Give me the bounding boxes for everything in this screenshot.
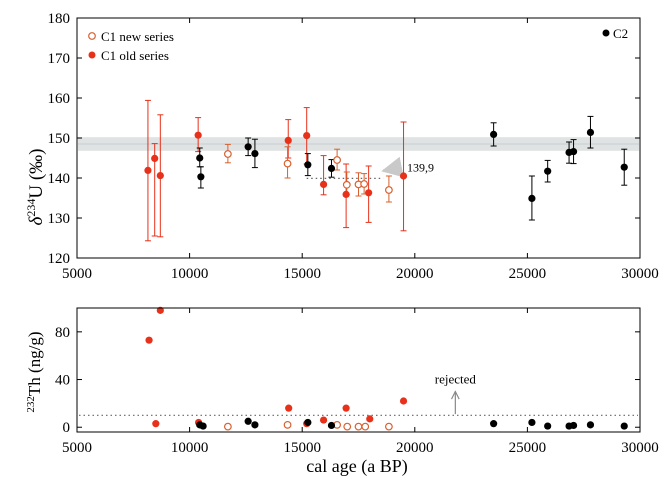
bottom-y-axis-label: 232Th (ng/g) xyxy=(25,331,44,412)
data-point xyxy=(354,422,363,431)
y-tick-label: 140 xyxy=(48,171,71,187)
data-point xyxy=(586,421,595,429)
bottom-tick-layer: 5000 10000 15000 20000 25000 30000 0 40 80 xyxy=(55,308,659,456)
data-point xyxy=(145,336,153,344)
data-point xyxy=(366,415,374,423)
legend-label-new-series: C1 new series xyxy=(101,29,174,44)
x-tick-label: 5000 xyxy=(62,266,92,282)
x-tick-label: 30000 xyxy=(621,266,659,282)
data-point xyxy=(151,154,159,162)
x-tick-label: 10000 xyxy=(171,440,209,456)
x-tick-label: 10000 xyxy=(171,266,209,282)
reference-value-label: 139,9 xyxy=(407,161,434,175)
data-point xyxy=(544,422,552,430)
reference-arrow xyxy=(381,156,404,178)
legend-marker-c2 xyxy=(602,29,610,37)
legend-marker-old-series xyxy=(88,51,96,59)
x-tick-label: 20000 xyxy=(396,440,434,456)
data-point xyxy=(365,189,373,197)
x-tick-label: 20000 xyxy=(396,266,434,282)
data-point xyxy=(244,143,252,151)
data-point xyxy=(319,180,328,188)
y-tick-label: 40 xyxy=(55,373,70,389)
reference-line-layer xyxy=(306,156,404,179)
data-point xyxy=(223,422,232,431)
data-point xyxy=(327,164,336,172)
bottom-plot-frame xyxy=(76,307,641,433)
top-panel: 5000 10000 15000 20000 25000 30000 120 130 140 15… xyxy=(24,11,659,282)
data-point xyxy=(528,194,536,202)
legend: C1 new series C1 old series C2 xyxy=(88,26,628,63)
data-point xyxy=(144,166,152,174)
data-point xyxy=(194,131,202,139)
data-point xyxy=(197,173,205,181)
data-point xyxy=(303,132,311,140)
y-tick-label: 130 xyxy=(48,211,71,227)
data-point xyxy=(251,421,259,429)
data-point xyxy=(490,420,498,428)
rejected-label: rejected xyxy=(435,371,477,386)
data-point xyxy=(586,128,595,136)
y-tick-label: 170 xyxy=(48,51,71,67)
data-point xyxy=(342,190,350,198)
data-point xyxy=(385,422,393,431)
data-point xyxy=(360,180,369,188)
x-tick-label: 5000 xyxy=(62,440,92,456)
data-point xyxy=(342,404,350,412)
x-tick-label: 15000 xyxy=(283,266,321,282)
data-point xyxy=(343,422,352,431)
data-point xyxy=(251,150,259,158)
y-tick-label: 0 xyxy=(63,420,71,436)
data-point xyxy=(244,417,252,425)
x-tick-label: 25000 xyxy=(509,440,547,456)
data-point xyxy=(199,422,207,430)
data-point xyxy=(156,172,164,180)
reference-band-layer xyxy=(78,137,639,151)
data-point xyxy=(399,397,408,405)
data-point xyxy=(544,167,552,175)
data-point xyxy=(283,159,292,168)
data-point xyxy=(333,156,342,164)
data-point xyxy=(620,163,628,171)
data-point xyxy=(385,186,393,194)
y-tick-label: 160 xyxy=(48,91,71,107)
y-tick-label: 150 xyxy=(48,131,71,147)
data-point xyxy=(223,150,232,158)
data-point xyxy=(528,418,536,427)
points-layer xyxy=(144,128,628,202)
data-point xyxy=(399,172,408,180)
data-point xyxy=(152,420,160,428)
data-point xyxy=(283,420,292,429)
data-point xyxy=(569,148,578,156)
data-point xyxy=(156,306,164,314)
top-tick-layer: 5000 10000 15000 20000 25000 30000 120 130 140 15… xyxy=(48,11,659,282)
data-point xyxy=(285,404,293,412)
data-point xyxy=(327,421,336,430)
data-point xyxy=(304,161,312,169)
x-tick-label: 15000 xyxy=(283,440,321,456)
threshold-layer xyxy=(79,391,638,416)
data-point xyxy=(569,421,578,430)
x-tick-label: 30000 xyxy=(621,440,659,456)
data-point xyxy=(196,154,204,162)
y-tick-label: 180 xyxy=(48,11,71,27)
bottom-panel: 5000 10000 15000 20000 25000 30000 0 40 80 rejec… xyxy=(25,306,659,477)
x-axis-label: cal age (a BP) xyxy=(306,456,407,477)
data-point xyxy=(342,180,351,189)
data-point xyxy=(620,422,628,430)
legend-label-old-series: C1 old series xyxy=(101,48,169,63)
data-point xyxy=(490,130,498,138)
legend-label-c2: C2 xyxy=(613,26,628,41)
x-tick-label: 25000 xyxy=(509,266,547,282)
top-y-axis-label: δ234U (‰) xyxy=(24,149,47,226)
legend-marker-new-series xyxy=(88,32,96,40)
data-point xyxy=(284,136,292,144)
data-point xyxy=(361,422,370,431)
points-layer xyxy=(145,306,628,431)
y-tick-label: 80 xyxy=(55,325,70,341)
data-point xyxy=(304,418,312,427)
data-point xyxy=(319,416,328,424)
y-tick-label: 120 xyxy=(48,251,71,267)
